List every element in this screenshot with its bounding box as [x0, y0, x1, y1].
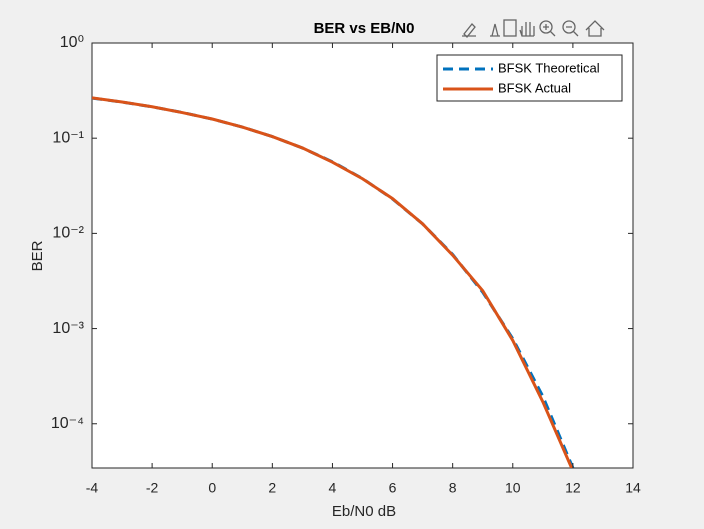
y-tick-label: 10⁻⁴ — [51, 415, 84, 432]
zoom-out-icon[interactable] — [562, 20, 576, 34]
x-tick-label: 12 — [565, 480, 581, 496]
y-tick-label: 10⁻¹ — [52, 129, 84, 146]
x-tick-label: 2 — [268, 480, 276, 496]
x-tick-label: 6 — [389, 480, 397, 496]
legend-box — [436, 54, 623, 102]
plot-area — [92, 96, 575, 468]
axes — [91, 42, 634, 469]
brush-icon[interactable] — [490, 23, 500, 37]
data-icon[interactable] — [503, 19, 517, 37]
y-axis-label: BER — [29, 240, 46, 271]
x-tick-label: -2 — [146, 480, 159, 496]
series-line — [92, 96, 574, 468]
edit-icon[interactable] — [462, 23, 476, 38]
legend-label: BFSK Theoretical — [498, 60, 600, 75]
x-axis-label: Eb/N0 dB — [332, 503, 396, 520]
y-tick-label: 10⁻³ — [52, 320, 84, 337]
toolbar — [462, 19, 605, 38]
x-tick-label: 14 — [625, 480, 641, 496]
zoom-in-icon[interactable] — [539, 20, 553, 34]
chart-title: BER vs EB/N0 — [314, 20, 415, 37]
legend-label: BFSK Actual — [498, 80, 571, 95]
home-icon[interactable] — [585, 20, 605, 37]
x-tick-label: 10 — [505, 480, 521, 496]
y-tick-label: 10⁰ — [60, 34, 84, 51]
x-tick-label: 4 — [329, 480, 337, 496]
y-tick-label: 10⁻² — [52, 225, 84, 242]
x-tick-label: 0 — [208, 480, 216, 496]
x-tick-label: -4 — [86, 480, 99, 496]
pan-icon[interactable] — [519, 22, 535, 37]
x-tick-label: 8 — [449, 480, 457, 496]
